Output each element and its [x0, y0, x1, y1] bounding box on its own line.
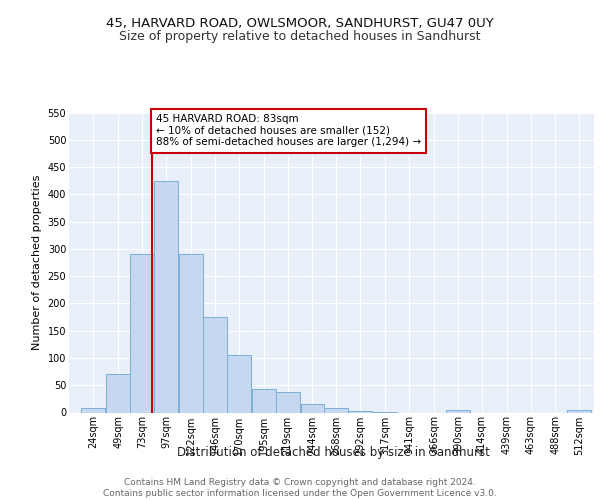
- Bar: [349, 411, 372, 412]
- Text: Size of property relative to detached houses in Sandhurst: Size of property relative to detached ho…: [119, 30, 481, 43]
- Text: 45 HARVARD ROAD: 83sqm
← 10% of detached houses are smaller (152)
88% of semi-de: 45 HARVARD ROAD: 83sqm ← 10% of detached…: [156, 114, 421, 148]
- Text: 45, HARVARD ROAD, OWLSMOOR, SANDHURST, GU47 0UY: 45, HARVARD ROAD, OWLSMOOR, SANDHURST, G…: [106, 18, 494, 30]
- Bar: [82, 408, 106, 412]
- Bar: [154, 180, 178, 412]
- Bar: [325, 408, 349, 412]
- Bar: [179, 254, 203, 412]
- Bar: [227, 355, 251, 412]
- Text: Contains HM Land Registry data © Crown copyright and database right 2024.
Contai: Contains HM Land Registry data © Crown c…: [103, 478, 497, 498]
- Bar: [130, 254, 154, 412]
- Bar: [568, 410, 592, 412]
- Bar: [275, 392, 299, 412]
- Bar: [301, 404, 325, 412]
- Bar: [252, 389, 275, 412]
- Bar: [203, 317, 227, 412]
- Bar: [446, 410, 470, 412]
- Bar: [106, 374, 130, 412]
- Text: Distribution of detached houses by size in Sandhurst: Distribution of detached houses by size …: [176, 446, 490, 459]
- Y-axis label: Number of detached properties: Number of detached properties: [32, 175, 42, 350]
